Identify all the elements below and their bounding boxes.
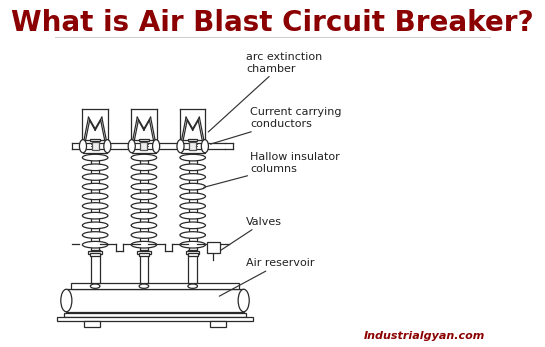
Bar (180, 139, 205, 153)
Text: Current carrying
conductors: Current carrying conductors (210, 108, 342, 144)
Ellipse shape (82, 232, 108, 238)
Ellipse shape (90, 284, 100, 288)
Ellipse shape (131, 242, 157, 248)
Text: Hallow insulator
columns: Hallow insulator columns (204, 152, 340, 187)
Ellipse shape (238, 289, 249, 312)
Ellipse shape (82, 242, 108, 248)
Ellipse shape (180, 222, 205, 229)
Bar (57, 317, 252, 321)
Ellipse shape (188, 284, 197, 288)
Bar (141, 142, 148, 150)
Bar (210, 321, 226, 327)
Ellipse shape (131, 193, 157, 200)
Ellipse shape (82, 212, 108, 219)
Ellipse shape (80, 139, 87, 153)
Ellipse shape (128, 139, 135, 153)
Ellipse shape (180, 154, 205, 161)
Text: Valves: Valves (219, 217, 282, 251)
Ellipse shape (82, 193, 108, 200)
Ellipse shape (180, 212, 205, 219)
Bar (64, 313, 246, 317)
Ellipse shape (180, 183, 205, 190)
Ellipse shape (131, 174, 157, 180)
Bar (139, 253, 149, 256)
Ellipse shape (180, 242, 205, 248)
Bar (91, 153, 99, 249)
Bar (90, 139, 100, 141)
Bar (189, 142, 196, 150)
Bar (139, 139, 149, 141)
Ellipse shape (131, 203, 157, 209)
Bar (88, 251, 102, 254)
Bar (66, 289, 244, 312)
Bar (90, 253, 100, 256)
Ellipse shape (61, 289, 72, 312)
Bar (187, 253, 198, 256)
Text: What is Air Blast Circuit Breaker?: What is Air Blast Circuit Breaker? (11, 9, 534, 37)
Ellipse shape (131, 164, 157, 171)
Ellipse shape (131, 232, 157, 238)
Bar (132, 139, 156, 153)
Ellipse shape (180, 164, 205, 171)
Ellipse shape (177, 139, 184, 153)
Text: Industrialgyan.com: Industrialgyan.com (364, 331, 485, 341)
Ellipse shape (131, 222, 157, 229)
Ellipse shape (180, 232, 205, 238)
Bar (83, 139, 107, 153)
Ellipse shape (180, 193, 205, 200)
Ellipse shape (104, 139, 111, 153)
Bar (188, 139, 197, 141)
Ellipse shape (131, 154, 157, 161)
Bar (186, 251, 199, 254)
Ellipse shape (153, 139, 160, 153)
Ellipse shape (82, 174, 108, 180)
Ellipse shape (131, 212, 157, 219)
Bar (140, 153, 148, 249)
Text: Air reservoir: Air reservoir (219, 259, 314, 296)
Ellipse shape (180, 174, 205, 180)
Ellipse shape (82, 164, 108, 171)
Ellipse shape (82, 154, 108, 161)
Bar (137, 251, 151, 254)
Bar (71, 283, 239, 289)
Ellipse shape (180, 203, 205, 209)
Bar (92, 142, 99, 150)
Ellipse shape (82, 222, 108, 229)
Bar (189, 153, 197, 249)
Ellipse shape (131, 183, 157, 190)
Ellipse shape (82, 183, 108, 190)
Ellipse shape (139, 284, 149, 288)
Bar (207, 242, 220, 253)
Text: arc extinction
chamber: arc extinction chamber (208, 52, 322, 132)
Bar (84, 321, 100, 327)
Ellipse shape (201, 139, 208, 153)
Ellipse shape (82, 203, 108, 209)
